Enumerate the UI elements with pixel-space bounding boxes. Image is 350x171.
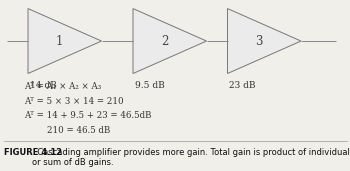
Text: 2: 2 [161,35,168,48]
Polygon shape [28,9,101,74]
Text: A2 = 3: A2 = 3 [136,0,168,1]
Text: Cascading amplifier provides more gain. Total gain is product of individual gain: Cascading amplifier provides more gain. … [32,148,350,167]
Text: Aᵀ = 5 × 3 × 14 = 210: Aᵀ = 5 × 3 × 14 = 210 [25,97,124,106]
Text: 210 = 46.5 dB: 210 = 46.5 dB [25,126,110,135]
Polygon shape [228,9,301,74]
Text: A1 = 5: A1 = 5 [32,0,63,1]
Text: Aᵀ = A₁ × A₂ × A₃: Aᵀ = A₁ × A₂ × A₃ [25,82,102,91]
Text: 14 dB: 14 dB [30,81,56,90]
Text: Aᵀ = 14 + 9.5 + 23 = 46.5dB: Aᵀ = 14 + 9.5 + 23 = 46.5dB [25,111,152,120]
Polygon shape [133,9,206,74]
Text: FIGURE 4.12: FIGURE 4.12 [4,148,62,157]
Text: 3: 3 [255,35,263,48]
Text: A3 = 14: A3 = 14 [231,0,268,1]
Text: 9.5 dB: 9.5 dB [135,81,164,90]
Text: 23 dB: 23 dB [229,81,256,90]
Text: 1: 1 [56,35,63,48]
